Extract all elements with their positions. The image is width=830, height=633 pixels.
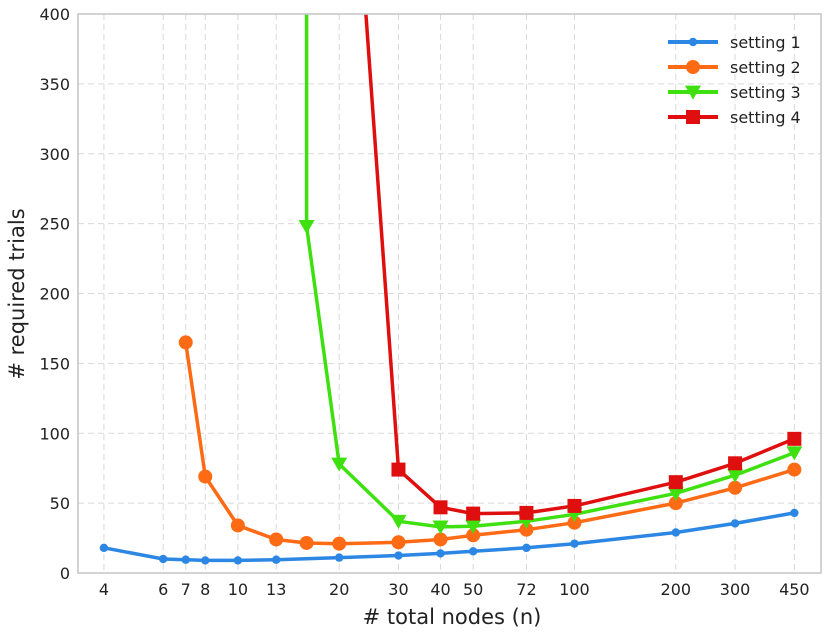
data-point-series-2 — [198, 469, 213, 484]
y-tick-label: 100 — [39, 424, 70, 443]
data-point-series-1 — [181, 555, 190, 564]
legend-marker — [688, 37, 698, 47]
data-point-series-1 — [334, 553, 344, 562]
data-point-series-2 — [466, 528, 481, 543]
data-point-series-2 — [391, 535, 406, 550]
plot-frame — [77, 13, 822, 574]
data-point-series-2 — [567, 515, 582, 530]
data-point-series-2 — [230, 518, 245, 533]
data-point-series-1 — [272, 555, 281, 564]
data-point-series-1 — [570, 539, 579, 548]
data-point-series-1 — [233, 556, 243, 565]
data-point-series-2 — [299, 535, 314, 550]
x-tick-label: 300 — [720, 580, 751, 599]
data-point-series-2 — [519, 522, 534, 537]
x-tick-label: 13 — [266, 580, 286, 599]
legend-label: setting 3 — [730, 83, 801, 102]
data-point-series-1 — [394, 551, 403, 560]
y-tick-label: 350 — [39, 75, 70, 94]
data-point-series-2 — [433, 532, 448, 547]
data-point-series-3 — [331, 457, 348, 472]
legend: setting 1 setting 2 setting 3 setting 4 — [668, 33, 801, 127]
legend-marker — [686, 110, 700, 124]
data-point-series-2 — [728, 480, 743, 495]
data-point-series-1 — [671, 528, 681, 537]
data-point-series-3 — [786, 446, 803, 461]
data-point-series-4 — [519, 505, 534, 520]
legend-marker — [686, 60, 700, 74]
x-axis-label: # total nodes (n) — [363, 605, 542, 629]
y-tick-label: 300 — [39, 145, 70, 164]
x-tick-label: 8 — [200, 580, 210, 599]
x-tick-label: 100 — [559, 580, 590, 599]
y-tick-label: 250 — [39, 215, 70, 234]
data-point-series-1 — [158, 554, 168, 564]
data-point-series-1 — [201, 556, 210, 565]
legend-entry: setting 2 — [668, 58, 801, 77]
data-point-series-4 — [466, 506, 481, 521]
data-point-series-1 — [730, 519, 740, 528]
data-point-series-2 — [178, 335, 193, 350]
data-point-series-3 — [465, 519, 482, 534]
x-tick-label: 50 — [463, 580, 483, 599]
y-tick-label: 0 — [60, 564, 70, 583]
legend-label: setting 4 — [730, 108, 801, 127]
data-point-series-4 — [391, 462, 406, 477]
legend-marker — [685, 85, 701, 100]
y-tick-labels: 0 50 100 150 200 250 300 350 400 — [39, 5, 70, 583]
y-axis-label: # required trials — [5, 208, 29, 379]
x-tick-label: 4 — [99, 580, 109, 599]
data-point-series-4 — [433, 500, 448, 515]
data-point-series-4 — [668, 475, 683, 490]
legend-entry: setting 3 — [668, 83, 801, 102]
y-tick-label: 150 — [39, 354, 70, 373]
x-tick-label: 10 — [228, 580, 248, 599]
x-tick-label: 30 — [388, 580, 408, 599]
data-point-series-1 — [522, 543, 531, 553]
x-tick-label: 20 — [329, 580, 349, 599]
data-point-series-4 — [567, 498, 582, 513]
x-tick-label: 450 — [779, 580, 810, 599]
series-line-3 — [304, 14, 797, 529]
y-tick-label: 400 — [39, 5, 70, 24]
y-tick-label: 50 — [50, 494, 70, 513]
data-point-series-3 — [390, 514, 407, 529]
data-point-series-2 — [787, 462, 802, 477]
data-point-series-3 — [298, 220, 315, 235]
x-tick-label: 7 — [181, 580, 191, 599]
x-tick-labels: 4 6 7 8 10 13 20 30 40 50 72 100 200 300 450 — [99, 580, 810, 599]
data-point-series-1 — [790, 508, 799, 518]
x-tick-label: 6 — [158, 580, 168, 599]
data-point-series-4 — [728, 456, 743, 471]
legend-entry: setting 1 — [668, 33, 801, 52]
grid — [78, 14, 821, 573]
data-point-series-1 — [99, 543, 109, 553]
data-point-series-3 — [432, 520, 449, 535]
series-markers — [99, 220, 803, 565]
data-point-series-1 — [436, 549, 445, 558]
x-tick-label: 72 — [516, 580, 536, 599]
data-point-series-1 — [468, 547, 478, 556]
data-point-series-4 — [787, 431, 802, 446]
x-tick-label: 40 — [430, 580, 450, 599]
legend-label: setting 2 — [730, 58, 801, 77]
y-tick-label: 200 — [39, 285, 70, 304]
legend-entry: setting 4 — [668, 108, 801, 127]
legend-label: setting 1 — [730, 33, 801, 52]
data-point-series-2 — [668, 496, 683, 511]
data-point-series-2 — [332, 536, 347, 551]
x-tick-label: 200 — [661, 580, 692, 599]
data-point-series-3 — [727, 468, 744, 483]
data-point-series-3 — [667, 486, 684, 501]
data-point-series-2 — [269, 532, 284, 547]
